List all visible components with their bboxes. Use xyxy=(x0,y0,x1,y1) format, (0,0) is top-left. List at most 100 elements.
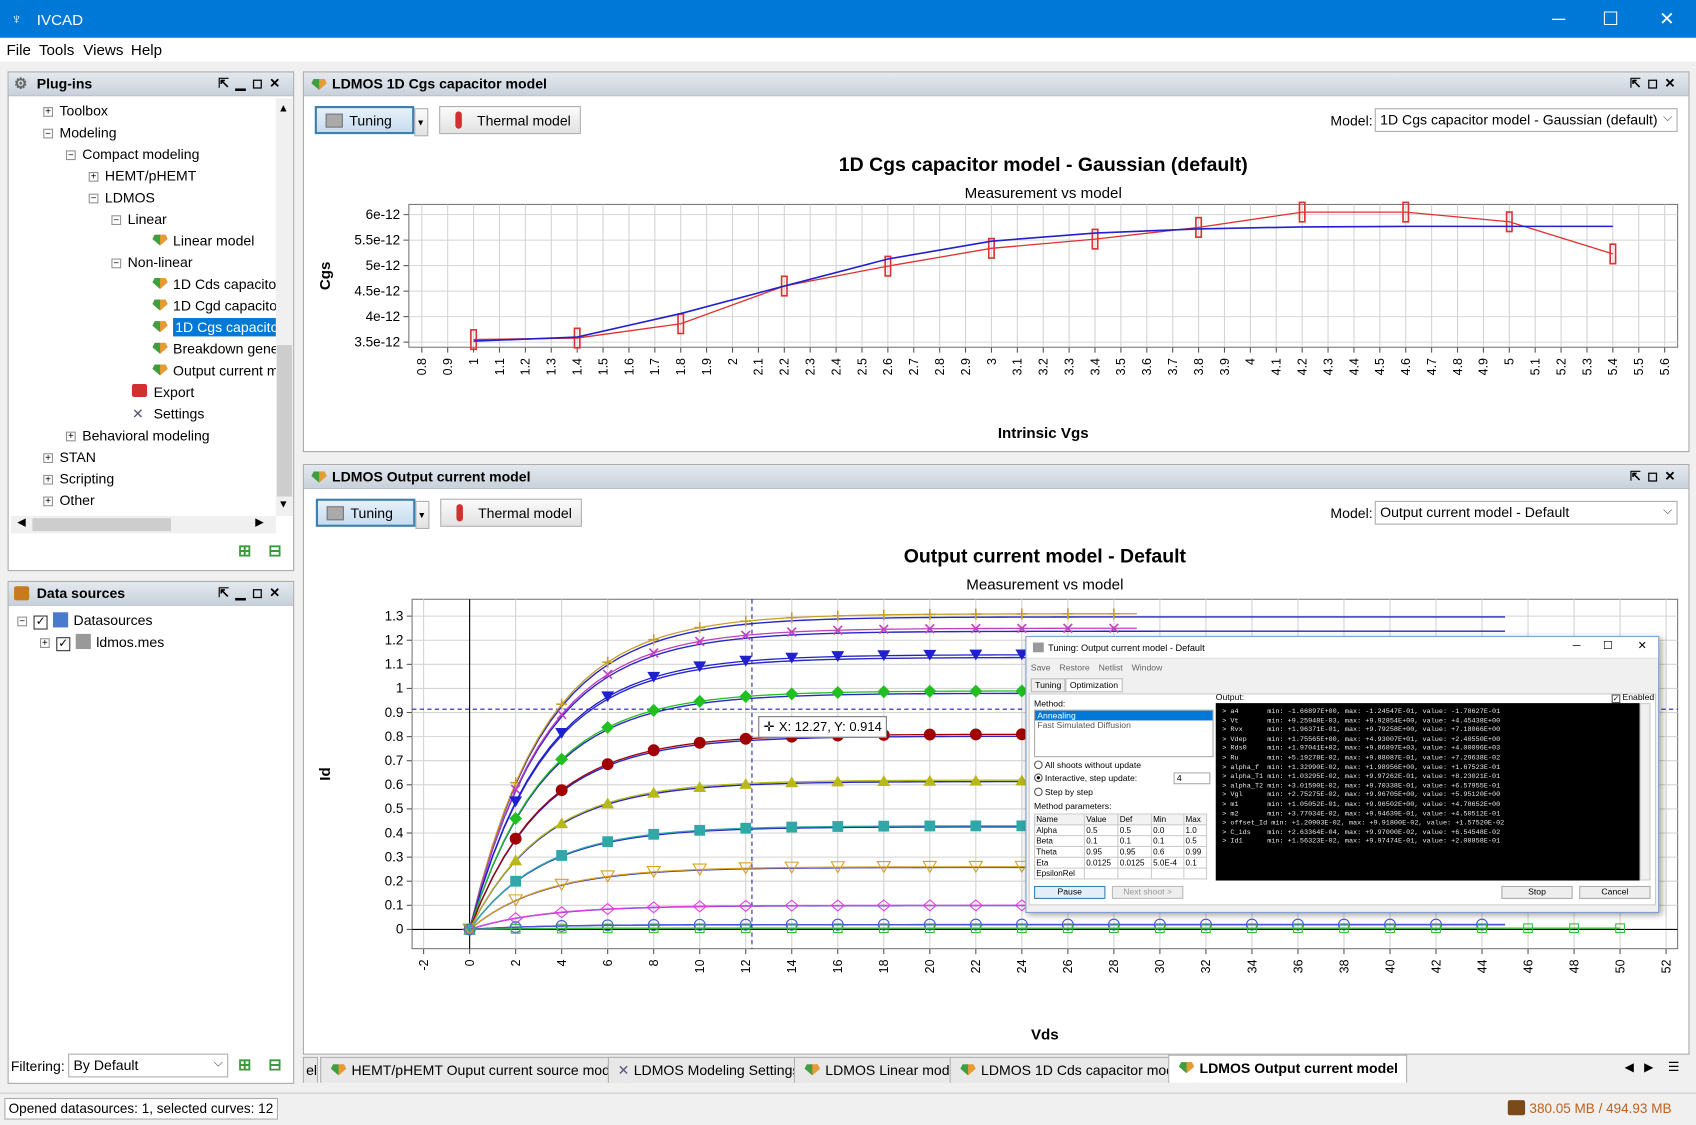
tree-compact-modeling[interactable]: − Compact modeling xyxy=(65,146,199,162)
thermal-model-button[interactable]: Thermal model xyxy=(440,498,582,527)
params-cell[interactable]: 0.1 xyxy=(1150,835,1185,847)
params-row[interactable]: Eta 0.0125 0.0125 5.0E-4 0.1 xyxy=(1034,856,1208,869)
menu-file[interactable]: File xyxy=(6,41,31,59)
tree-other[interactable]: + Other xyxy=(43,492,95,508)
cgs-model-select[interactable]: 1D Cgs capacitor model - Gaussian (defau… xyxy=(1374,108,1678,132)
tree-ldmos[interactable]: − LDMOS xyxy=(88,189,155,206)
dialog-tab-tuning[interactable]: Tuning xyxy=(1030,678,1066,693)
tab-truncated[interactable]: el xyxy=(302,1056,318,1083)
panel-controls[interactable]: ⇱▁◻✕ xyxy=(218,75,287,91)
tree-linear[interactable]: − Linear xyxy=(111,211,167,227)
params-row[interactable]: Beta 0.1 0.1 0.1 0.5 xyxy=(1034,835,1208,847)
tree-export[interactable]: Export xyxy=(131,384,194,400)
stop-button[interactable]: Stop xyxy=(1501,885,1573,899)
expand-all-icon[interactable]: ⊞ xyxy=(237,1055,252,1075)
pause-button[interactable]: Pause xyxy=(1034,885,1106,899)
params-cell[interactable]: 0.0125 xyxy=(1117,856,1153,869)
panel-controls[interactable]: ⇱◻✕ xyxy=(1629,468,1682,484)
params-cell[interactable]: 0.0125 xyxy=(1084,856,1119,869)
tab-list-icon[interactable]: ☰ xyxy=(1667,1059,1680,1075)
params-cell[interactable]: 0.95 xyxy=(1084,845,1119,858)
params-cell[interactable]: EpsilonRel xyxy=(1034,867,1086,880)
tree-scripting[interactable]: + Scripting xyxy=(43,471,114,487)
close-button[interactable]: ✕ xyxy=(1659,8,1675,29)
tab-scroll-right-icon[interactable]: ▶ xyxy=(1644,1061,1654,1075)
collapse-all-icon[interactable]: ⊟ xyxy=(268,541,282,561)
params-cell[interactable]: 1.0 xyxy=(1183,824,1208,837)
dialog-menu-netlist[interactable]: Netlist xyxy=(1098,663,1123,673)
enabled-checkbox[interactable]: ✓ Enabled xyxy=(1611,692,1655,704)
params-row[interactable]: Theta 0.95 0.95 0.6 0.99 xyxy=(1034,845,1208,858)
dialog-tab-optimization[interactable]: Optimization xyxy=(1065,678,1123,693)
radio-step-by-step[interactable]: Step by step xyxy=(1034,787,1093,797)
tree-hemt[interactable]: + HEMT/pHEMT xyxy=(88,168,196,184)
tree-datasources[interactable]: − ✓ Datasources xyxy=(17,612,152,630)
params-cell[interactable]: 0.99 xyxy=(1183,845,1208,858)
tree-nonlinear[interactable]: − Non-linear xyxy=(111,254,193,270)
maximize-button[interactable]: ☐ xyxy=(1602,8,1619,29)
radio-all-shoots[interactable]: All shoots without update xyxy=(1034,760,1141,770)
filter-select[interactable]: By Default ⌵ xyxy=(68,1053,229,1078)
tree-cgs[interactable]: 1D Cgs capacitor xyxy=(151,318,277,337)
console-scrollbar[interactable] xyxy=(1639,703,1651,881)
dialog-menu-restore[interactable]: Restore xyxy=(1059,663,1090,673)
method-fsd[interactable]: Fast Simulated Diffusion xyxy=(1037,720,1131,731)
params-cell[interactable] xyxy=(1084,867,1119,880)
tab-ldmos-cds[interactable]: LDMOS 1D Cds capacitor model xyxy=(949,1056,1195,1083)
tab-scroll-left-icon[interactable]: ◀ xyxy=(1624,1061,1634,1075)
tree-behavioral[interactable]: + Behavioral modeling xyxy=(65,427,210,444)
tab-ldmos-settings[interactable]: ✕ LDMOS Modeling Settings xyxy=(607,1056,810,1083)
tab-ldmos-output-current[interactable]: LDMOS Output current model xyxy=(1168,1054,1408,1083)
thermal-model-button[interactable]: Thermal model xyxy=(439,106,581,135)
params-cell[interactable]: Theta xyxy=(1034,845,1086,858)
plugins-vscrollbar[interactable]: ▲ ▼ xyxy=(275,98,294,516)
expand-all-icon[interactable]: ⊞ xyxy=(237,541,252,561)
menu-views[interactable]: Views xyxy=(83,41,124,59)
params-cell[interactable]: 0.1 xyxy=(1084,835,1119,847)
dialog-menu-window[interactable]: Window xyxy=(1131,663,1163,673)
tree-toolbox[interactable]: + Toolbox xyxy=(43,103,108,119)
params-cell[interactable]: 0.5 xyxy=(1117,824,1153,837)
tree-breakdown[interactable]: Breakdown gene xyxy=(151,341,277,357)
tree-output-current[interactable]: Output current m xyxy=(151,362,277,379)
params-cell[interactable]: 0.0 xyxy=(1150,824,1185,837)
next-shoot-button[interactable]: Next shoot > xyxy=(1111,885,1184,899)
cgs-chart[interactable]: 1D Cgs capacitor model - Gaussian (defau… xyxy=(304,140,1688,452)
tab-hemt-output[interactable]: HEMT/pHEMT Ouput current source model xyxy=(320,1056,631,1083)
params-cell[interactable]: 5.0E-4 xyxy=(1150,856,1185,869)
method-annealing[interactable]: Annealing xyxy=(1035,710,1213,721)
tree-linear-model[interactable]: Linear model xyxy=(151,233,254,249)
params-cell[interactable]: 0.1 xyxy=(1183,856,1208,869)
tuning-button[interactable]: Tuning xyxy=(315,498,416,527)
menu-help[interactable]: Help xyxy=(130,41,163,59)
tab-ldmos-linear[interactable]: LDMOS Linear model xyxy=(793,1056,971,1083)
params-cell[interactable]: 0.5 xyxy=(1183,835,1208,847)
radio-interactive[interactable]: Interactive, step update: xyxy=(1034,773,1137,783)
params-cell[interactable]: 0.5 xyxy=(1084,824,1119,837)
params-table[interactable]: Name Value Def Min Max Alpha 0.5 0.5 0.0 1.0 Beta 0… xyxy=(1034,813,1208,880)
minimize-button[interactable]: ─ xyxy=(1552,8,1566,29)
tree-ldmos-mes[interactable]: + ✓ ldmos.mes xyxy=(40,633,164,652)
params-cell[interactable]: Alpha xyxy=(1034,824,1086,837)
dialog-menu-save[interactable]: Save xyxy=(1030,663,1051,673)
step-spinner[interactable]: 4 xyxy=(1173,772,1211,785)
collapse-all-icon[interactable]: ⊟ xyxy=(268,1055,282,1075)
params-cell[interactable]: 0.1 xyxy=(1117,835,1153,847)
menu-tools[interactable]: Tools xyxy=(38,41,75,59)
dialog-maximize-button[interactable]: ☐ xyxy=(1602,640,1613,653)
params-cell[interactable]: Beta xyxy=(1034,835,1086,847)
tree-modeling[interactable]: − Modeling xyxy=(43,124,117,141)
cancel-button[interactable]: Cancel xyxy=(1579,885,1651,899)
dialog-close-button[interactable]: ✕ xyxy=(1637,640,1647,653)
params-cell[interactable] xyxy=(1117,867,1153,880)
params-cell[interactable]: 0.6 xyxy=(1150,845,1185,858)
params-cell[interactable] xyxy=(1183,867,1208,880)
plugins-hscrollbar[interactable]: ◀ ▶ xyxy=(10,515,276,534)
tuning-dropdown[interactable]: ▼ xyxy=(415,500,430,529)
params-row[interactable]: Alpha 0.5 0.5 0.0 1.0 xyxy=(1034,824,1208,837)
method-list[interactable]: Annealing Fast Simulated Diffusion xyxy=(1034,709,1214,758)
out-model-select[interactable]: Output current model - Default ⌵ xyxy=(1374,500,1678,525)
panel-controls[interactable]: ⇱▁◻✕ xyxy=(218,585,287,601)
params-cell[interactable]: Eta xyxy=(1034,856,1086,869)
params-cell[interactable]: 0.95 xyxy=(1117,845,1153,858)
